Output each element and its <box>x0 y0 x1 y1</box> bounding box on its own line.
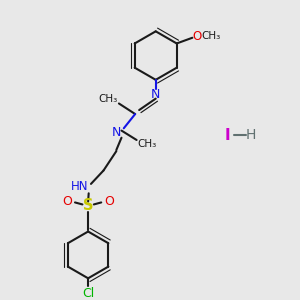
Text: CH₃: CH₃ <box>98 94 117 103</box>
Text: I: I <box>224 128 230 143</box>
Text: O: O <box>105 195 114 208</box>
Text: O: O <box>193 30 202 43</box>
Text: Cl: Cl <box>82 287 94 300</box>
Text: S: S <box>83 198 93 213</box>
Text: CH₃: CH₃ <box>202 31 221 41</box>
Text: O: O <box>62 195 72 208</box>
Text: N: N <box>112 126 121 140</box>
Text: N: N <box>151 88 160 101</box>
Text: HN: HN <box>71 180 88 193</box>
Text: H: H <box>246 128 256 142</box>
Text: CH₃: CH₃ <box>138 139 157 149</box>
